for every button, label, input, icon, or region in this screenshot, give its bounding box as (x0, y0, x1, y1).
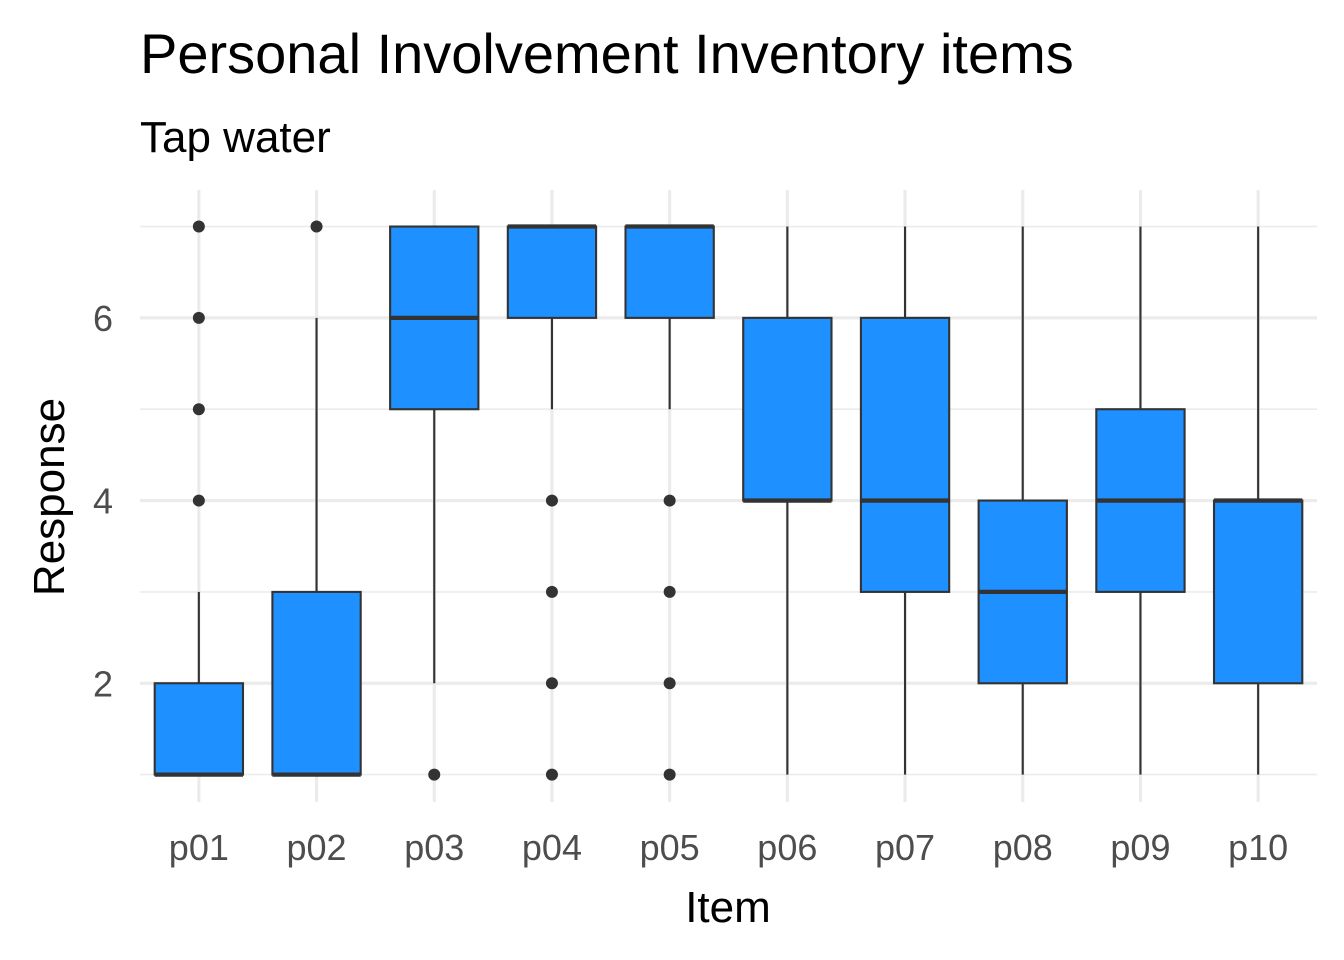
y-axis-title: Response (25, 398, 74, 596)
outlier-point (545, 768, 558, 781)
box-p10 (1212, 226, 1304, 775)
x-tick-label: p02 (287, 827, 347, 868)
outlier-point (192, 494, 205, 507)
x-tick-labels: p01 p02 p03 p04 p05 p06 p07 p08 p09 p10 (169, 827, 1288, 868)
outlier-point (545, 585, 558, 598)
box-p08 (977, 226, 1068, 775)
box-p01 (153, 220, 245, 777)
box-p06 (742, 226, 833, 775)
box-iqr (153, 682, 245, 776)
outlier-point (545, 494, 558, 507)
box-p02 (271, 220, 362, 777)
y-tick-label: 4 (93, 481, 113, 522)
outlier-point (663, 494, 676, 507)
chart-title: Personal Involvement Inventory items (140, 22, 1074, 85)
box-iqr (1212, 499, 1304, 685)
box-p09 (1095, 226, 1186, 775)
y-tick-labels: 2 4 6 (93, 298, 113, 704)
x-tick-label: p07 (875, 827, 935, 868)
box-p03 (389, 225, 480, 781)
x-tick-label: p10 (1228, 827, 1288, 868)
outlier-point (663, 585, 676, 598)
x-tick-label: p05 (640, 827, 700, 868)
y-tick-label: 2 (93, 663, 113, 704)
x-tick-label: p03 (404, 827, 464, 868)
outlier-point (192, 220, 205, 233)
box-iqr (859, 316, 951, 593)
box-p04 (506, 224, 598, 781)
box-p07 (859, 226, 951, 775)
outlier-point (310, 220, 323, 233)
boxes (153, 220, 1304, 781)
x-axis-title: Item (685, 883, 771, 932)
box-iqr (742, 316, 833, 502)
outlier-point (663, 677, 676, 690)
box-p05 (624, 224, 715, 781)
y-tick-label: 6 (93, 298, 113, 339)
x-tick-label: p01 (169, 827, 229, 868)
x-tick-label: p08 (993, 827, 1053, 868)
x-tick-label: p09 (1110, 827, 1170, 868)
chart-subtitle: Tap water (140, 113, 331, 162)
box-iqr (506, 225, 598, 319)
box-iqr (271, 590, 362, 776)
outlier-point (192, 403, 205, 416)
x-tick-label: p06 (757, 827, 817, 868)
x-tick-label: p04 (522, 827, 582, 868)
outlier-point (545, 677, 558, 690)
outlier-point (663, 768, 676, 781)
outlier-point (192, 311, 205, 324)
box-iqr (624, 225, 715, 319)
outlier-point (428, 768, 441, 781)
